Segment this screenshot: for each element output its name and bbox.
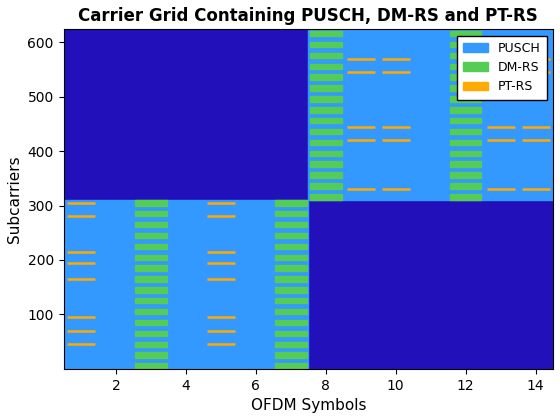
Bar — [450, 74, 482, 80]
Bar — [136, 211, 167, 216]
Bar — [136, 309, 167, 315]
Bar — [310, 31, 342, 37]
Bar — [136, 265, 167, 271]
Bar — [450, 129, 482, 134]
Bar — [275, 222, 306, 227]
Bar — [450, 140, 482, 145]
Bar — [450, 151, 482, 156]
Bar — [136, 222, 167, 227]
Bar — [310, 42, 342, 47]
Bar — [310, 129, 342, 134]
Y-axis label: Subcarriers: Subcarriers — [7, 155, 22, 243]
Bar — [136, 363, 167, 369]
Bar — [450, 96, 482, 102]
Bar — [450, 194, 482, 200]
Bar — [310, 52, 342, 58]
Bar — [275, 287, 306, 293]
Bar — [275, 265, 306, 271]
Bar — [310, 96, 342, 102]
Bar — [450, 172, 482, 178]
Bar — [310, 107, 342, 113]
Legend: PUSCH, DM-RS, PT-RS: PUSCH, DM-RS, PT-RS — [456, 36, 547, 100]
Bar — [310, 140, 342, 145]
Bar — [310, 161, 342, 167]
Bar — [275, 211, 306, 216]
Bar — [450, 118, 482, 123]
Bar — [275, 255, 306, 260]
Bar — [275, 363, 306, 369]
Bar — [310, 74, 342, 80]
Bar — [136, 200, 167, 205]
Bar — [310, 172, 342, 178]
Bar — [275, 233, 306, 238]
Bar — [275, 276, 306, 282]
Bar — [309, 29, 553, 200]
Bar — [275, 341, 306, 347]
Bar — [275, 244, 306, 249]
Bar — [275, 352, 306, 358]
Bar — [136, 276, 167, 282]
Bar — [450, 52, 482, 58]
Bar — [450, 31, 482, 37]
Bar — [450, 63, 482, 69]
Bar — [275, 200, 306, 205]
Bar — [136, 320, 167, 325]
Bar — [310, 85, 342, 91]
Bar — [310, 63, 342, 69]
Bar — [136, 244, 167, 249]
Bar — [136, 233, 167, 238]
Bar — [136, 352, 167, 358]
Bar — [450, 85, 482, 91]
Bar — [310, 194, 342, 200]
Bar — [275, 331, 306, 336]
Bar — [136, 255, 167, 260]
Bar — [136, 298, 167, 304]
Bar — [136, 331, 167, 336]
Bar — [275, 320, 306, 325]
Title: Carrier Grid Containing PUSCH, DM-RS and PT-RS: Carrier Grid Containing PUSCH, DM-RS and… — [78, 7, 538, 25]
Bar — [136, 287, 167, 293]
Bar — [275, 309, 306, 315]
Bar — [450, 42, 482, 47]
Bar — [450, 161, 482, 167]
Bar — [310, 151, 342, 156]
Bar — [310, 183, 342, 189]
Bar — [64, 200, 309, 369]
Bar — [275, 298, 306, 304]
Bar — [450, 183, 482, 189]
Bar — [450, 107, 482, 113]
Bar — [310, 118, 342, 123]
Bar — [136, 341, 167, 347]
X-axis label: OFDM Symbols: OFDM Symbols — [250, 398, 366, 413]
